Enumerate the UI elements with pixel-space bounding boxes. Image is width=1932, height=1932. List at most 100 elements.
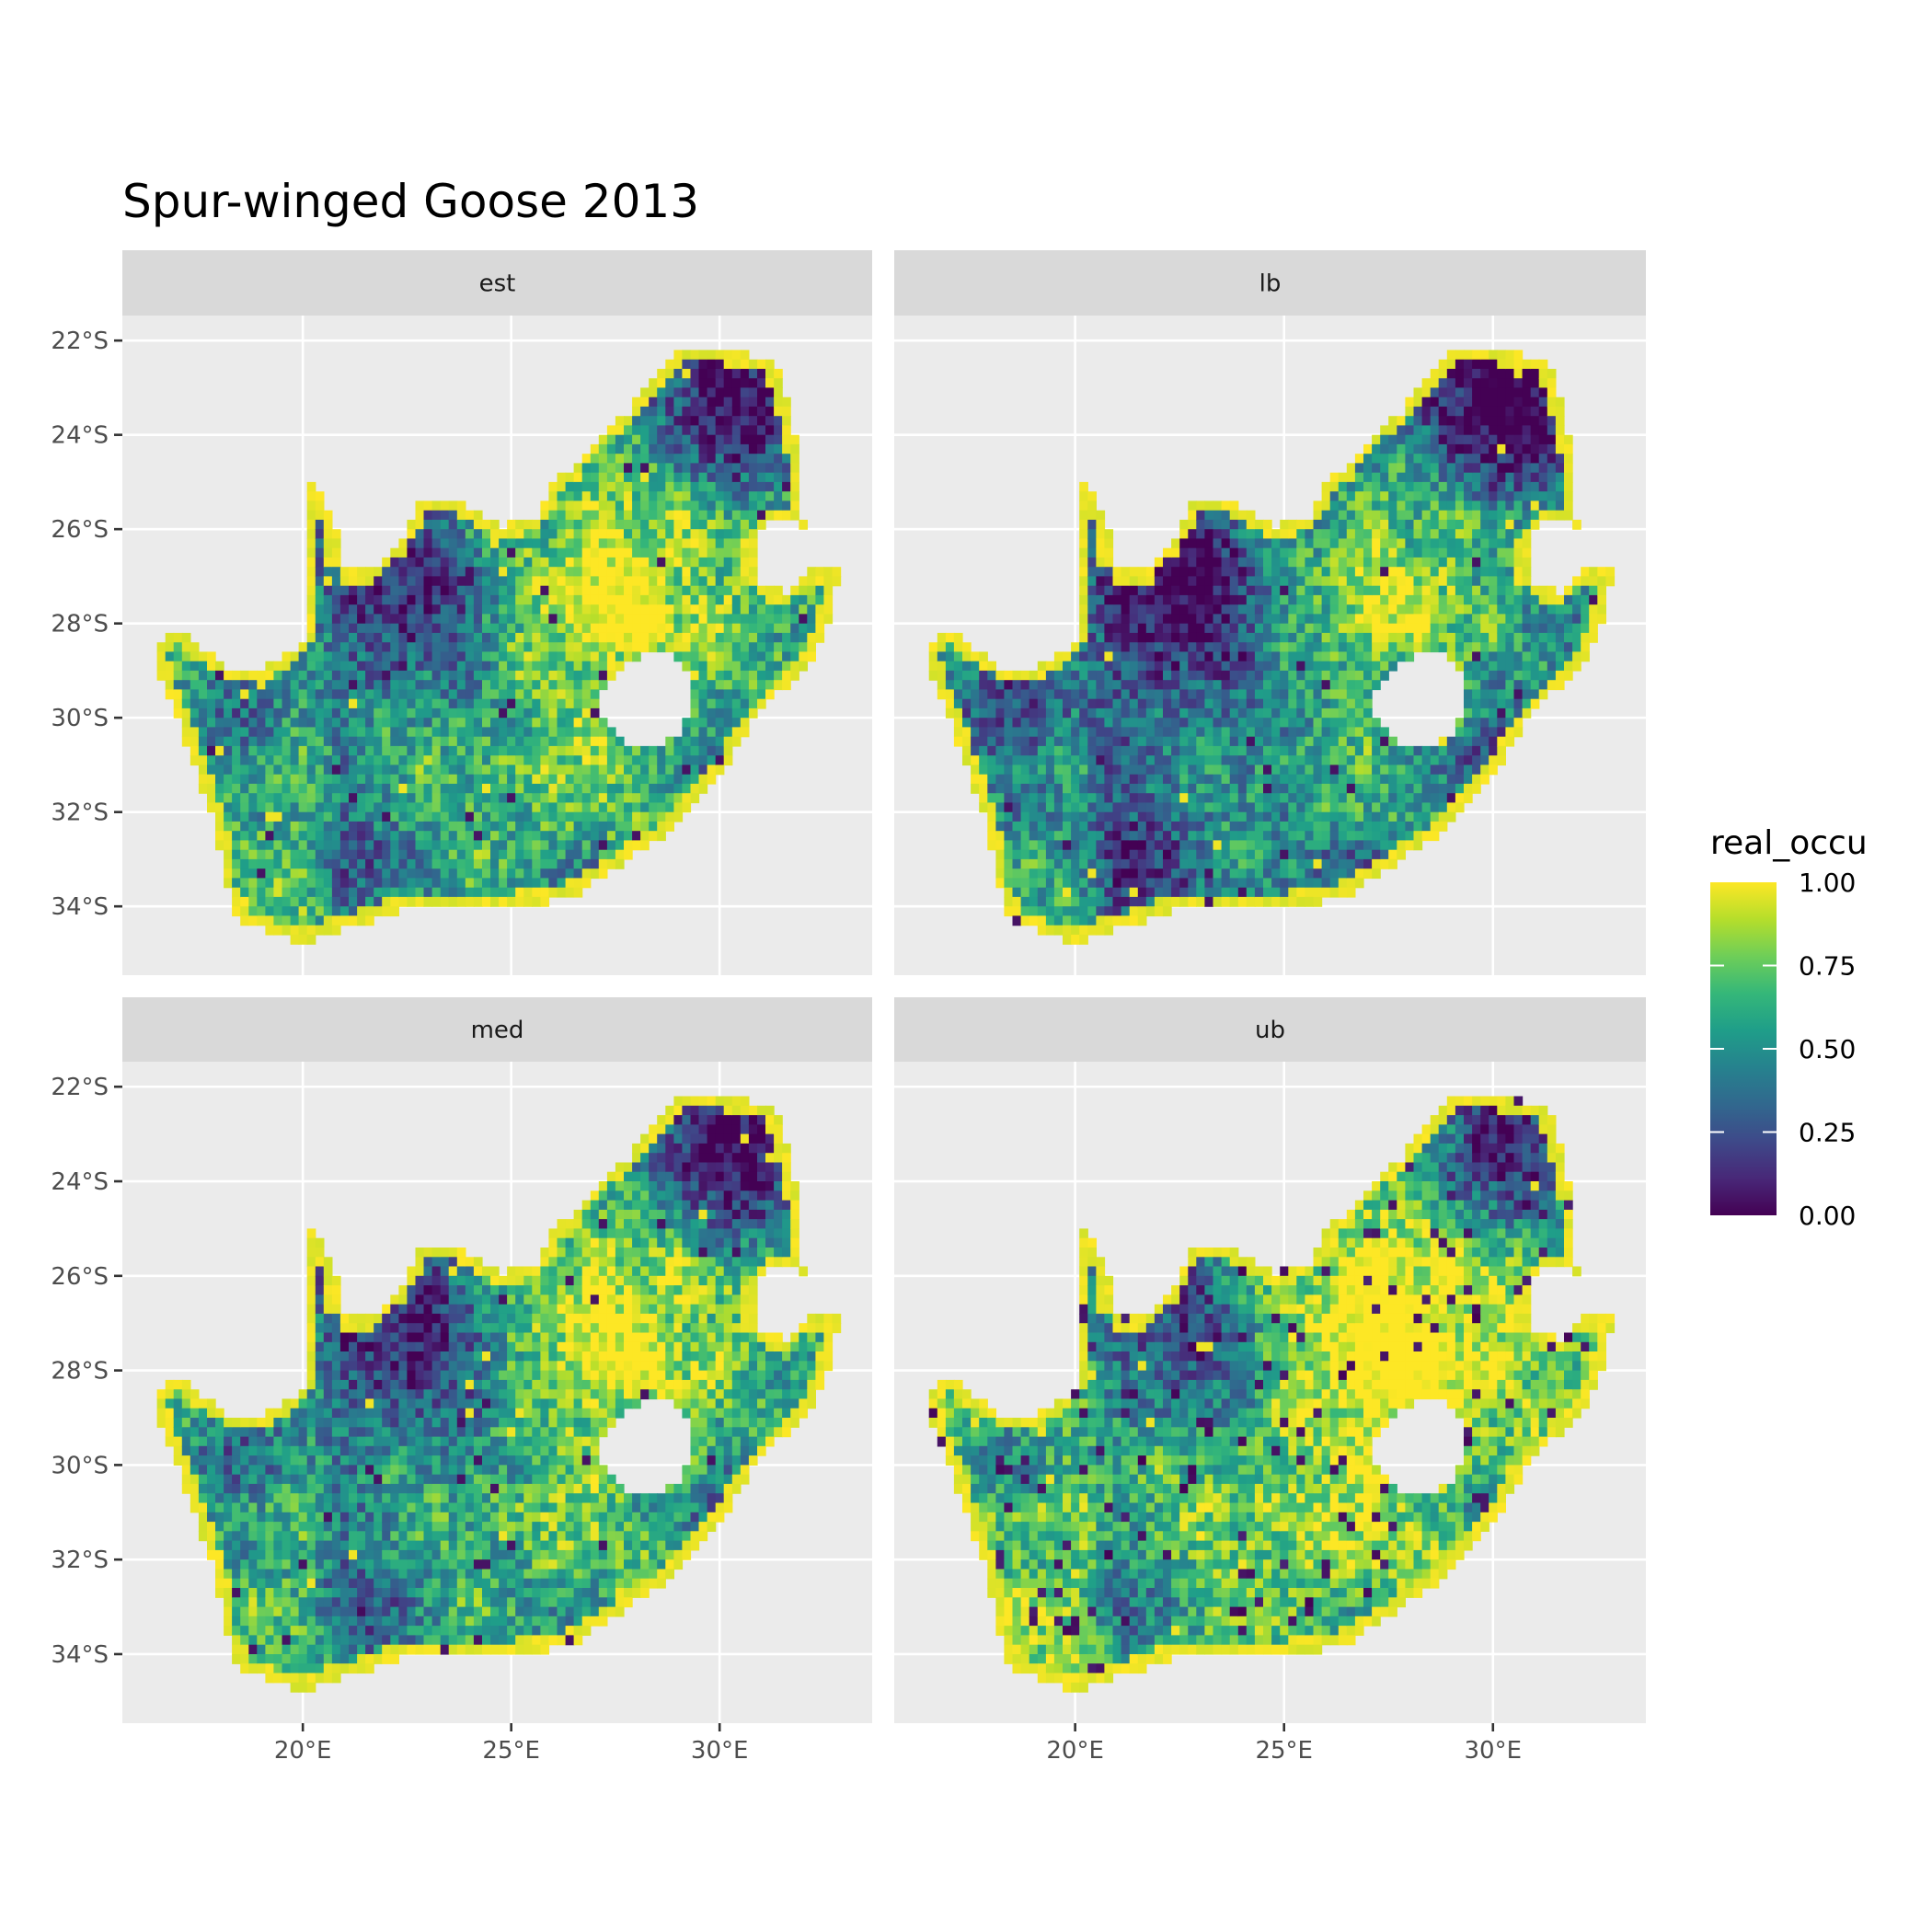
raster-cell xyxy=(1321,755,1331,766)
raster-cell xyxy=(1372,547,1381,558)
raster-cell xyxy=(440,614,450,625)
raster-cell xyxy=(398,557,408,568)
raster-cell xyxy=(673,642,684,653)
raster-cell xyxy=(515,765,524,776)
raster-cell xyxy=(995,821,1006,832)
raster-cell xyxy=(707,491,717,502)
raster-cell xyxy=(740,632,750,643)
raster-cell xyxy=(1237,670,1248,681)
raster-cell xyxy=(1271,831,1281,842)
raster-cell xyxy=(665,416,674,427)
raster-cell xyxy=(1372,774,1381,785)
raster-cell xyxy=(198,718,208,729)
raster-cell xyxy=(515,793,524,804)
raster-cell xyxy=(987,745,996,756)
raster-cell xyxy=(1163,802,1172,813)
raster-cell xyxy=(807,651,816,662)
raster-cell xyxy=(1188,802,1197,813)
raster-cell xyxy=(1004,718,1014,729)
raster-cell xyxy=(331,642,341,653)
raster-cell xyxy=(557,811,567,822)
raster-cell xyxy=(232,811,241,822)
raster-cell xyxy=(590,831,600,842)
raster-cell xyxy=(1288,538,1297,549)
raster-cell xyxy=(357,661,366,672)
raster-cell xyxy=(698,416,708,427)
raster-cell xyxy=(473,765,483,776)
raster-cell xyxy=(1271,802,1281,813)
raster-cell xyxy=(331,811,341,822)
raster-cell xyxy=(365,632,374,643)
raster-cell xyxy=(349,849,358,860)
raster-cell xyxy=(448,718,458,729)
raster-cell xyxy=(615,500,625,512)
raster-cell xyxy=(573,529,583,540)
raster-cell xyxy=(456,689,466,700)
raster-cell xyxy=(987,765,996,776)
raster-cell xyxy=(1313,547,1323,558)
raster-cell xyxy=(1380,510,1389,521)
raster-cell xyxy=(499,718,508,729)
raster-cell xyxy=(624,529,633,540)
raster-cell xyxy=(407,736,417,747)
raster-cell xyxy=(282,840,292,851)
raster-cell xyxy=(1271,642,1281,653)
raster-cell xyxy=(1254,698,1264,709)
raster-cell xyxy=(1397,434,1406,445)
raster-cell xyxy=(1397,500,1406,512)
raster-cell xyxy=(382,567,391,578)
raster-cell xyxy=(774,604,783,615)
raster-cell xyxy=(1388,472,1397,483)
raster-cell xyxy=(598,594,608,605)
raster-cell xyxy=(382,736,391,747)
raster-cell xyxy=(357,632,366,643)
raster-cell xyxy=(523,878,533,889)
raster-cell xyxy=(632,623,641,634)
raster-cell xyxy=(448,594,458,605)
raster-cell xyxy=(1397,443,1406,454)
raster-cell xyxy=(298,934,308,945)
raster-cell xyxy=(573,774,583,785)
raster-cell xyxy=(257,727,266,738)
raster-cell xyxy=(156,651,167,662)
raster-cell xyxy=(1346,576,1356,587)
facet-panel-lb: lb xyxy=(894,250,1646,975)
raster-cell xyxy=(1296,840,1305,851)
raster-cell xyxy=(1020,849,1030,860)
raster-cell xyxy=(1171,868,1180,880)
raster-cell xyxy=(440,736,450,747)
raster-cell xyxy=(1020,755,1030,766)
raster-cell xyxy=(1229,614,1239,625)
raster-cell xyxy=(774,614,783,625)
raster-cell xyxy=(1246,736,1256,747)
raster-cell xyxy=(1145,698,1156,709)
raster-cell xyxy=(987,736,996,747)
raster-cell xyxy=(823,594,834,605)
raster-cell xyxy=(590,585,600,596)
raster-cell xyxy=(748,604,758,615)
raster-cell xyxy=(1053,802,1064,813)
raster-cell xyxy=(1296,831,1305,842)
raster-cell xyxy=(224,840,233,851)
raster-cell xyxy=(1329,529,1340,540)
raster-cell xyxy=(1305,576,1315,587)
raster-cell xyxy=(415,840,425,851)
raster-cell xyxy=(1305,896,1315,907)
raster-cell xyxy=(482,727,491,738)
raster-cell xyxy=(1145,736,1156,747)
raster-cell xyxy=(1305,755,1315,766)
raster-cell xyxy=(1338,623,1348,634)
raster-cell xyxy=(507,538,516,549)
raster-cell xyxy=(1004,858,1014,869)
raster-cell xyxy=(1145,765,1156,776)
raster-cell xyxy=(1087,925,1097,936)
raster-cell xyxy=(573,718,583,729)
raster-cell xyxy=(707,425,717,436)
raster-cell xyxy=(1188,594,1197,605)
raster-cell xyxy=(1229,689,1239,700)
raster-cell xyxy=(165,680,175,691)
raster-cell xyxy=(398,632,408,643)
raster-cell xyxy=(606,557,616,568)
raster-cell xyxy=(515,831,524,842)
raster-cell xyxy=(573,510,583,521)
